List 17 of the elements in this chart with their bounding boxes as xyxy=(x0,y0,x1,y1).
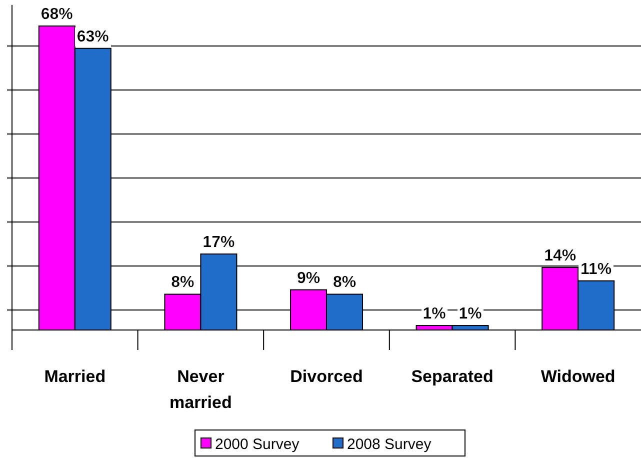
x-tick-label: Separated xyxy=(411,367,494,386)
data-label: 1% xyxy=(422,306,446,323)
x-tick-label: Married xyxy=(44,367,106,386)
data-label: 8% xyxy=(171,274,194,292)
data-label: 8% xyxy=(332,274,356,292)
x-tick-label: Widowed xyxy=(540,367,616,386)
data-label: 14% xyxy=(544,247,576,264)
x-tick-label: Never married xyxy=(170,367,232,412)
data-label: 9% xyxy=(296,270,320,287)
legend-label: 2000 Survey xyxy=(215,436,300,453)
legend-label: 2008 Survey xyxy=(347,436,432,453)
data-label: 68% xyxy=(40,6,73,23)
data-label: 1% xyxy=(458,306,482,323)
data-label: 17% xyxy=(202,234,235,251)
data-label: 11% xyxy=(580,260,612,278)
x-tick-label: Divorced xyxy=(290,367,363,386)
data-label: 63% xyxy=(76,28,109,46)
